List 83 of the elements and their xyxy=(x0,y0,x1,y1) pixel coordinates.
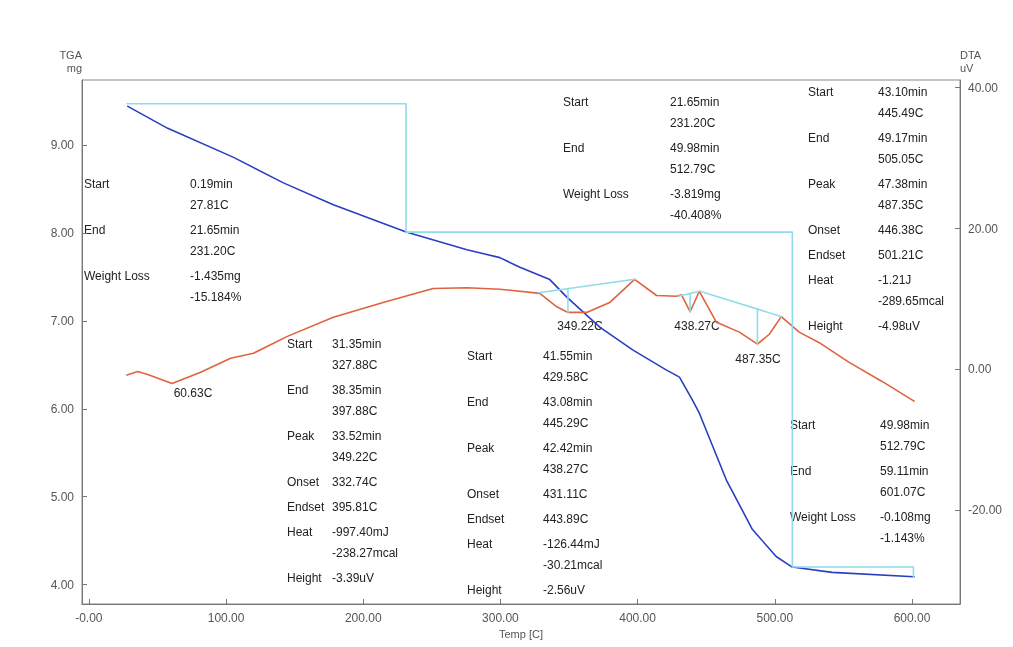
y-tick-label: 8.00 xyxy=(50,225,75,240)
annotation: -126.44mJ -30.21mcal xyxy=(543,537,603,572)
annotation: 501.21C xyxy=(878,248,924,262)
annotation: 43.10min 445.49C xyxy=(878,85,928,120)
annotation: Peak xyxy=(467,441,496,455)
annotation: 43.08min 445.29C xyxy=(543,395,593,430)
annotation: End xyxy=(790,464,812,478)
annotation: 41.55min 429.58C xyxy=(543,349,593,384)
annotation: -4.98uV xyxy=(878,319,921,333)
x-tick-label: 600.00 xyxy=(893,611,931,625)
y-tick-label: 7.00 xyxy=(50,313,75,328)
y2-tick-label: 40.00 xyxy=(968,80,999,95)
annotation: 59.11min 601.07C xyxy=(880,464,929,499)
annotation: 31.35min 327.88C xyxy=(332,337,382,372)
annotation: Weight Loss xyxy=(563,187,629,201)
annotation: 438.27C xyxy=(674,319,721,333)
annotation: 21.65min 231.20C xyxy=(190,223,240,258)
x-tick-label: 200.00 xyxy=(344,611,382,625)
annotation: Onset xyxy=(467,487,500,501)
annotation: Endset xyxy=(467,512,506,526)
annotation: 38.35min 397.88C xyxy=(332,383,382,418)
annotation: 21.65min 231.20C xyxy=(670,95,720,130)
x-axis-title: Temp [C] xyxy=(498,628,544,641)
annotation: Heat xyxy=(467,537,494,551)
annotation: 443.89C xyxy=(543,512,589,526)
annotation: Weight Loss xyxy=(84,269,150,283)
x-tick-label: 400.00 xyxy=(619,611,657,625)
annotation: Weight Loss xyxy=(790,510,856,524)
x-tick-label: 100.00 xyxy=(207,611,245,625)
annotation: 49.98min 512.79C xyxy=(880,418,930,453)
annotation: End xyxy=(808,131,830,145)
annotation: Start xyxy=(287,337,314,351)
x-tick-label: 500.00 xyxy=(756,611,794,625)
annotation: -1.21J -289.65mcal xyxy=(878,273,945,308)
y-tick-label: 4.00 xyxy=(50,577,75,592)
annotation: 349.22C xyxy=(557,319,604,333)
annotation: Start xyxy=(467,349,494,363)
annotation: Height xyxy=(287,571,323,585)
y-tick-label: 5.00 xyxy=(50,489,75,504)
annotation: 487.35C xyxy=(735,352,782,366)
annotation: -3.39uV xyxy=(332,571,375,585)
annotation: End xyxy=(467,395,489,409)
annotation: End xyxy=(84,223,106,237)
annotation: Height xyxy=(467,583,503,597)
annotation: -2.56uV xyxy=(543,583,586,597)
annotation: -1.435mg -15.184% xyxy=(190,269,242,304)
x-tick-label: 300.00 xyxy=(482,611,520,625)
x-tick-label: -0.00 xyxy=(75,611,103,625)
annotation: Endset xyxy=(287,500,326,514)
annotation: Peak xyxy=(808,177,837,191)
annotation: 47.38min 487.35C xyxy=(878,177,928,212)
annotation: -0.108mg -1.143% xyxy=(880,510,931,545)
annotation: -997.40mJ -238.27mcal xyxy=(332,525,399,560)
annotation: Onset xyxy=(287,475,320,489)
annotation: 332.74C xyxy=(332,475,378,489)
y2-tick-label: 0.00 xyxy=(968,362,992,377)
annotation: Start xyxy=(563,95,590,109)
annotation: 49.98min 512.79C xyxy=(670,141,720,176)
y2-tick-label: 20.00 xyxy=(968,221,999,236)
y-tick-label: 6.00 xyxy=(50,401,75,416)
annotation: 42.42min 438.27C xyxy=(543,441,593,476)
annotation: Start xyxy=(808,85,835,99)
annotation: 60.63C xyxy=(173,386,213,400)
y-axis-title: TGA mg xyxy=(59,48,83,74)
annotation: End xyxy=(563,141,585,155)
annotation: Endset xyxy=(808,248,847,262)
annotation: Height xyxy=(808,319,844,333)
annotation: Peak xyxy=(287,429,316,443)
annotation: -3.819mg -40.408% xyxy=(670,187,722,222)
annotation: 49.17min 505.05C xyxy=(878,131,928,166)
annotation: 431.11C xyxy=(543,487,588,501)
annotation: 33.52min 349.22C xyxy=(332,429,382,464)
annotation: Start xyxy=(84,177,111,191)
annotation: End xyxy=(287,383,309,397)
annotation: Heat xyxy=(287,525,314,539)
y-tick-label: 9.00 xyxy=(50,138,75,153)
y2-tick-label: -20.00 xyxy=(968,503,1003,518)
annotation: 395.81C xyxy=(332,500,378,514)
annotation: Onset xyxy=(808,223,841,237)
annotation: 0.19min 27.81C xyxy=(190,177,233,212)
y2-axis-title: DTA uV xyxy=(960,48,982,74)
annotation: Heat xyxy=(808,273,835,287)
annotation: 446.38C xyxy=(878,223,924,237)
